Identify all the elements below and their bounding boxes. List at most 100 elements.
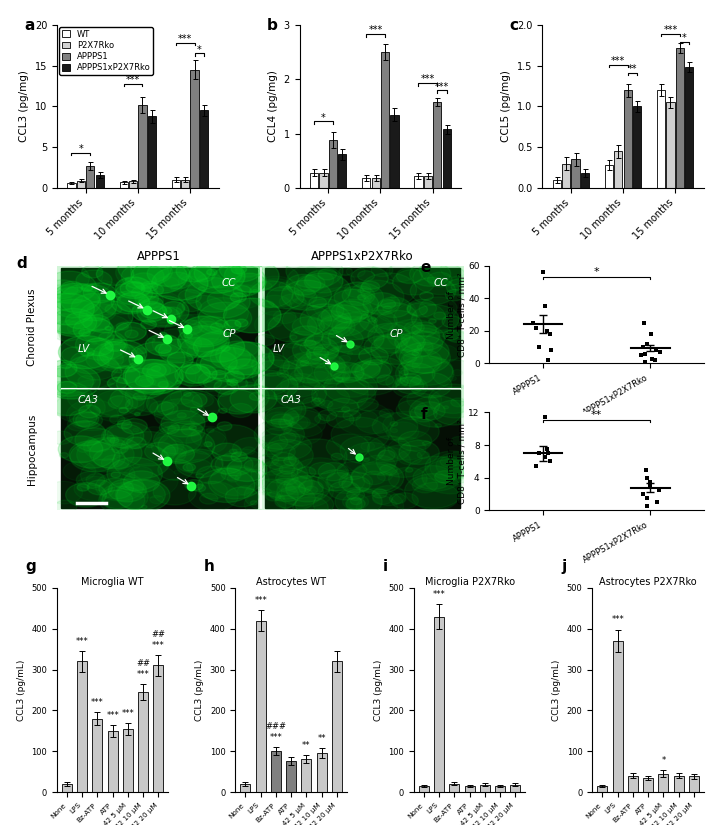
Circle shape — [383, 306, 392, 311]
Circle shape — [251, 279, 299, 308]
Circle shape — [176, 295, 227, 326]
Point — [641, 492, 653, 505]
Circle shape — [191, 416, 205, 425]
Circle shape — [52, 283, 100, 312]
Text: h: h — [204, 559, 215, 574]
Circle shape — [351, 266, 388, 290]
Circle shape — [339, 472, 373, 493]
Circle shape — [146, 443, 154, 448]
Circle shape — [95, 472, 144, 501]
Circle shape — [194, 259, 242, 288]
Circle shape — [284, 476, 311, 493]
Circle shape — [105, 339, 126, 351]
Circle shape — [297, 467, 316, 478]
Text: ***: *** — [663, 25, 678, 35]
Circle shape — [235, 262, 260, 277]
Circle shape — [127, 437, 146, 449]
Circle shape — [313, 287, 370, 322]
Circle shape — [193, 484, 205, 492]
Circle shape — [287, 355, 346, 390]
Circle shape — [319, 410, 336, 421]
Circle shape — [279, 432, 296, 442]
Circle shape — [124, 471, 160, 493]
Circle shape — [159, 422, 179, 434]
Circle shape — [398, 393, 439, 417]
Circle shape — [436, 326, 454, 337]
Circle shape — [193, 332, 245, 362]
Circle shape — [250, 501, 257, 505]
Circle shape — [198, 371, 229, 390]
Circle shape — [371, 264, 393, 276]
Circle shape — [224, 320, 241, 330]
Circle shape — [141, 506, 147, 509]
Circle shape — [74, 476, 114, 501]
Circle shape — [422, 460, 479, 494]
Circle shape — [78, 375, 95, 386]
Circle shape — [325, 345, 371, 373]
Circle shape — [87, 480, 112, 495]
Circle shape — [265, 419, 292, 435]
Bar — [92, 719, 102, 792]
Circle shape — [376, 445, 430, 478]
Circle shape — [139, 376, 156, 387]
Circle shape — [307, 310, 352, 337]
Circle shape — [40, 285, 82, 310]
Circle shape — [390, 417, 439, 446]
Bar — [675, 48, 684, 188]
Circle shape — [198, 287, 205, 290]
Bar — [581, 173, 589, 188]
Circle shape — [107, 422, 152, 449]
Circle shape — [86, 474, 107, 486]
Circle shape — [359, 347, 388, 365]
Circle shape — [368, 436, 411, 462]
Circle shape — [68, 319, 97, 337]
Circle shape — [415, 402, 445, 420]
Circle shape — [396, 377, 424, 394]
Circle shape — [351, 464, 400, 493]
Bar — [562, 163, 570, 188]
Circle shape — [125, 278, 132, 282]
Circle shape — [356, 411, 395, 434]
Circle shape — [116, 257, 169, 289]
Circle shape — [356, 375, 366, 380]
Circle shape — [427, 272, 452, 287]
Circle shape — [398, 431, 432, 451]
Circle shape — [164, 445, 186, 458]
Circle shape — [363, 293, 374, 299]
Circle shape — [79, 405, 100, 418]
Circle shape — [36, 262, 90, 295]
Circle shape — [196, 285, 250, 318]
Circle shape — [62, 346, 88, 363]
Circle shape — [246, 370, 289, 396]
Point — [651, 344, 662, 357]
Circle shape — [312, 387, 350, 409]
Circle shape — [58, 436, 103, 463]
Circle shape — [326, 412, 354, 428]
Circle shape — [362, 312, 368, 315]
Point — [641, 337, 653, 351]
Circle shape — [451, 436, 465, 445]
Text: CC: CC — [222, 278, 236, 288]
Circle shape — [48, 390, 90, 416]
Circle shape — [279, 294, 306, 310]
Circle shape — [249, 276, 302, 308]
Circle shape — [432, 360, 479, 388]
Circle shape — [399, 342, 451, 373]
Circle shape — [186, 460, 212, 474]
Circle shape — [319, 316, 355, 337]
Circle shape — [117, 368, 168, 399]
Bar — [138, 692, 148, 792]
Title: Microglia WT: Microglia WT — [81, 578, 144, 587]
Bar — [328, 140, 337, 188]
Circle shape — [110, 438, 119, 443]
Circle shape — [294, 354, 350, 387]
Circle shape — [119, 408, 129, 413]
Circle shape — [179, 365, 210, 384]
Circle shape — [44, 367, 93, 396]
Circle shape — [412, 304, 459, 333]
Circle shape — [132, 301, 167, 322]
Circle shape — [348, 280, 404, 314]
Circle shape — [314, 344, 338, 359]
Circle shape — [356, 362, 390, 383]
Circle shape — [338, 274, 355, 285]
